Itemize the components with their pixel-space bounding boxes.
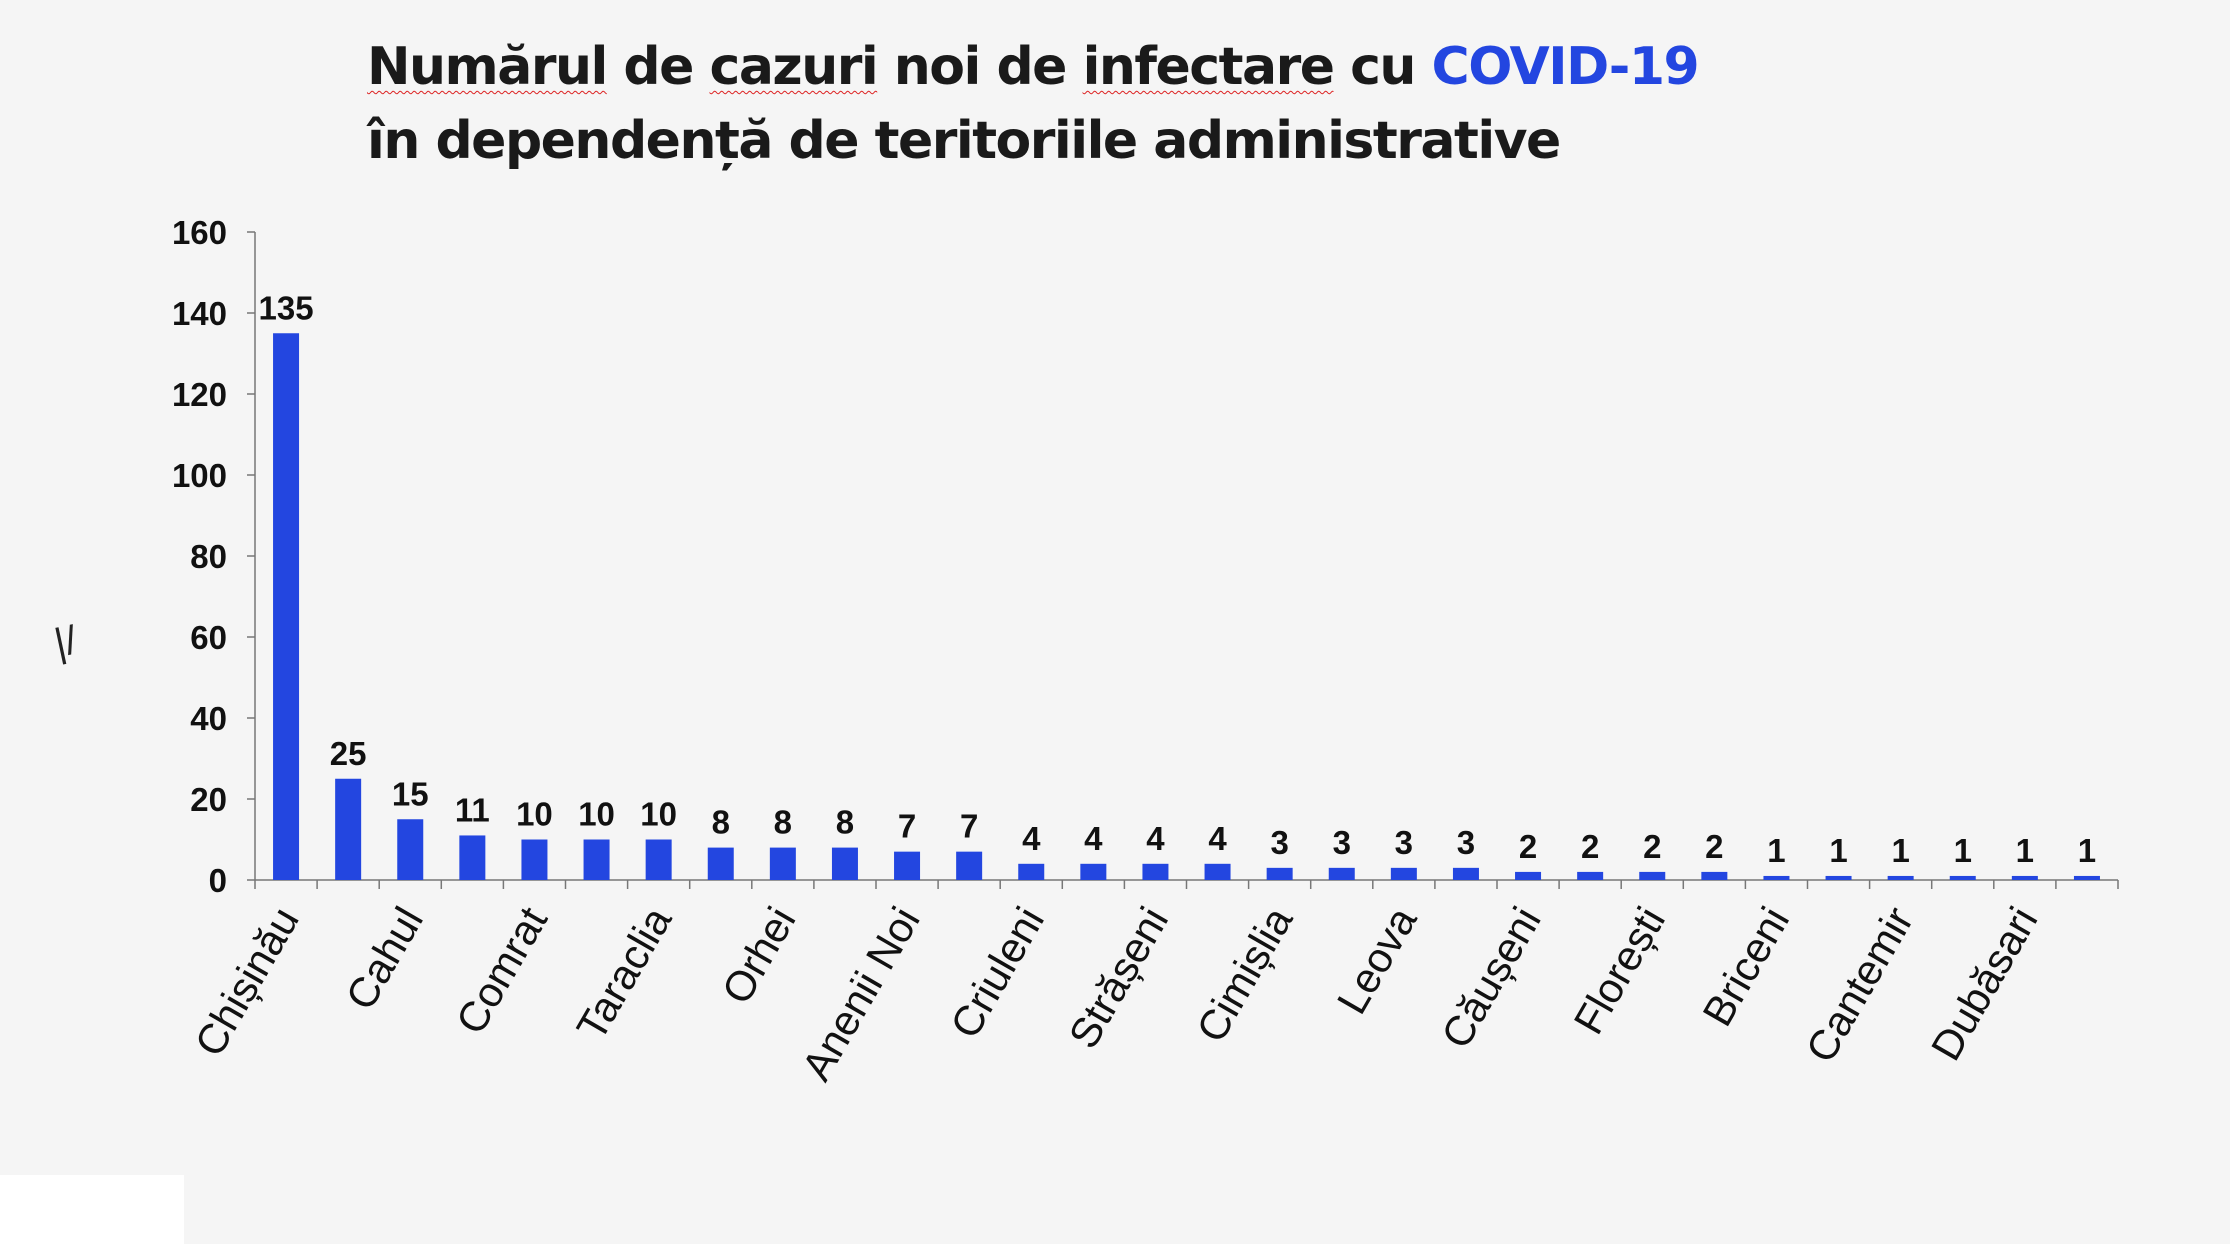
data-label: 10 <box>640 796 677 833</box>
y-tick-label: 120 <box>172 376 227 413</box>
bar <box>1949 875 1976 880</box>
data-label: 10 <box>578 796 615 833</box>
data-label: 2 <box>1643 828 1661 865</box>
data-label: 4 <box>1208 820 1227 857</box>
bar <box>1515 871 1542 880</box>
corner-box <box>0 1175 184 1244</box>
data-label: 7 <box>960 808 978 845</box>
bar <box>521 839 548 880</box>
data-label: 2 <box>1581 828 1599 865</box>
data-label: 11 <box>455 791 490 828</box>
chart-title: Numărul de cazuri noi de infectare cu CO… <box>367 30 1700 178</box>
title-word: infectare <box>1082 37 1335 97</box>
data-label: 3 <box>1395 824 1413 861</box>
data-label: 1 <box>1954 832 1972 869</box>
data-label: 8 <box>712 804 730 841</box>
title-highlight: COVID-19 <box>1431 37 1700 97</box>
y-tick-label: 0 <box>209 862 227 899</box>
data-label: 10 <box>516 796 553 833</box>
bar <box>956 851 983 880</box>
data-label: 135 <box>259 289 314 326</box>
title-word: de <box>606 37 710 97</box>
category-label: Chișinău <box>185 899 307 1064</box>
data-label: 1 <box>1829 832 1847 869</box>
data-label: 2 <box>1519 828 1537 865</box>
data-label: 25 <box>330 735 367 772</box>
y-tick-label: 40 <box>190 700 227 737</box>
bar <box>1639 871 1666 880</box>
data-label: 3 <box>1270 824 1288 861</box>
data-label: 1 <box>1891 832 1909 869</box>
bar <box>1080 863 1107 880</box>
bar <box>459 835 486 880</box>
category-label: Briceni <box>1693 899 1798 1034</box>
bar <box>707 847 734 880</box>
category-label: Dubăsari <box>1922 899 2047 1068</box>
data-label: 4 <box>1146 820 1165 857</box>
bar <box>1701 871 1728 880</box>
data-label: 1 <box>2016 832 2034 869</box>
title-word: cazuri <box>709 37 879 97</box>
category-label: Comrat <box>447 899 557 1042</box>
y-tick-label: 160 <box>172 214 227 251</box>
category-label: Strășeni <box>1060 899 1178 1056</box>
title-line-1: Numărul de cazuri noi de infectare cu CO… <box>367 30 1700 104</box>
y-tick-label: 80 <box>190 538 227 575</box>
data-label: 7 <box>898 808 916 845</box>
title-line-2: în dependență de teritoriile administrat… <box>367 111 1561 171</box>
bar <box>1763 875 1790 880</box>
bar <box>645 839 672 880</box>
category-label: Taraclia <box>567 898 680 1047</box>
bar <box>1018 863 1045 880</box>
category-label: Căușeni <box>1432 899 1550 1056</box>
y-tick-label: 100 <box>172 457 227 494</box>
bar <box>1452 867 1479 880</box>
data-label: 1 <box>2078 832 2096 869</box>
data-label: 1 <box>1767 832 1785 869</box>
title-word: Numărul <box>367 37 608 97</box>
y-tick-label: 20 <box>190 781 227 818</box>
bar <box>1266 867 1293 880</box>
category-label: Cahul <box>336 899 432 1018</box>
y-tick-label: 140 <box>172 295 227 332</box>
bar <box>831 847 858 880</box>
bar <box>335 778 362 880</box>
data-label: 4 <box>1084 820 1103 857</box>
bar <box>894 851 921 880</box>
data-label: 8 <box>836 804 854 841</box>
data-label: 3 <box>1457 824 1475 861</box>
bar <box>1204 863 1231 880</box>
y-tick-label: 60 <box>190 619 227 656</box>
title-word: cu <box>1333 37 1432 97</box>
bar <box>2073 875 2100 880</box>
data-label: 2 <box>1705 828 1723 865</box>
category-label: Cantemir <box>1797 899 1923 1070</box>
bar <box>769 847 796 880</box>
title-word: noi de <box>877 37 1083 97</box>
bar <box>397 819 424 880</box>
category-label: Florești <box>1564 899 1674 1042</box>
bar <box>1328 867 1355 880</box>
bar <box>1825 875 1852 880</box>
data-label: 15 <box>392 775 429 812</box>
category-label: Criuleni <box>941 899 1053 1046</box>
bar <box>1577 871 1604 880</box>
data-label: 4 <box>1022 820 1041 857</box>
category-label: Leova <box>1328 898 1426 1021</box>
category-label: Orhei <box>713 899 805 1011</box>
bar <box>1887 875 1914 880</box>
bar <box>2011 875 2038 880</box>
data-label: 8 <box>774 804 792 841</box>
bar <box>1390 867 1417 880</box>
bar <box>583 839 610 880</box>
data-label: 3 <box>1333 824 1351 861</box>
bar <box>273 333 300 880</box>
category-label: Anenii Noi <box>792 899 928 1088</box>
category-label: Cimișlia <box>1187 898 1302 1049</box>
bar <box>1142 863 1169 880</box>
